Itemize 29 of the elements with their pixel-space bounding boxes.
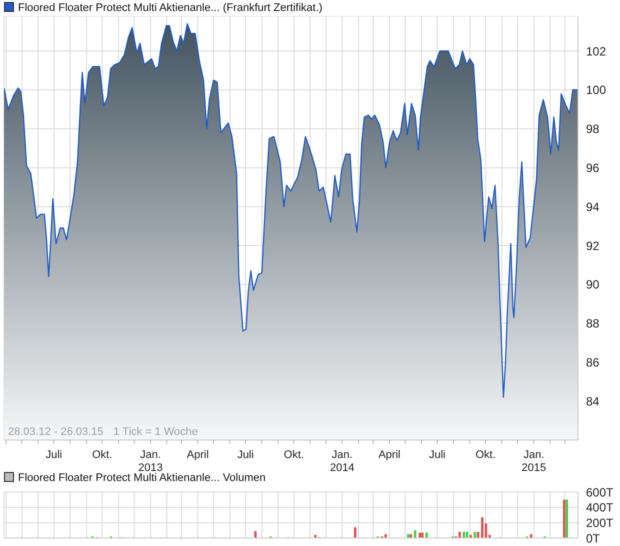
x-tick-label: Jan. 2014 xyxy=(330,449,354,474)
legend-label: Floored Floater Protect Multi Aktienanle... (Frankfurt Zertifikat.) xyxy=(17,2,322,14)
annotation: 1 Tick = 1 Woche xyxy=(113,426,198,438)
y-tick-label: 92 xyxy=(586,238,600,253)
y-tick-label: 600T xyxy=(586,485,614,500)
x-tick-label: Jan. 2015 xyxy=(522,449,546,474)
x-tick-label: April xyxy=(378,449,400,461)
y-tick-label: 88 xyxy=(586,316,600,331)
y-tick-label: 98 xyxy=(586,122,600,136)
x-tick-label: Juli xyxy=(237,449,254,461)
chart-title: Floored Floater Protect Multi Aktienanle... Volumen xyxy=(17,472,266,484)
y-tick-label: 400T xyxy=(586,500,614,515)
y-tick-label: 90 xyxy=(586,278,600,292)
x-tick-label: Jan. 2013 xyxy=(138,449,163,474)
x-tick-label: Juli xyxy=(46,449,62,461)
x-tick-label: Okt. xyxy=(284,449,304,461)
y-tick-label: 86 xyxy=(586,355,600,370)
y-tick-label: 84 xyxy=(586,394,600,408)
y-tick-label: 100 xyxy=(586,83,606,98)
y-tick-label: 102 xyxy=(586,44,606,58)
y-tick-label: 200T xyxy=(586,516,614,530)
x-tick-label: April xyxy=(186,449,209,461)
y-tick-label: 96 xyxy=(586,160,600,175)
x-tick-label: Juli xyxy=(429,449,446,461)
annotation: 28.03.12 - 26.03.15 xyxy=(8,426,104,438)
y-tick-label: 94 xyxy=(586,200,600,214)
x-tick-label: Okt. xyxy=(92,449,112,461)
y-tick-label: 0T xyxy=(586,531,601,546)
x-tick-label: Okt. xyxy=(475,449,496,461)
